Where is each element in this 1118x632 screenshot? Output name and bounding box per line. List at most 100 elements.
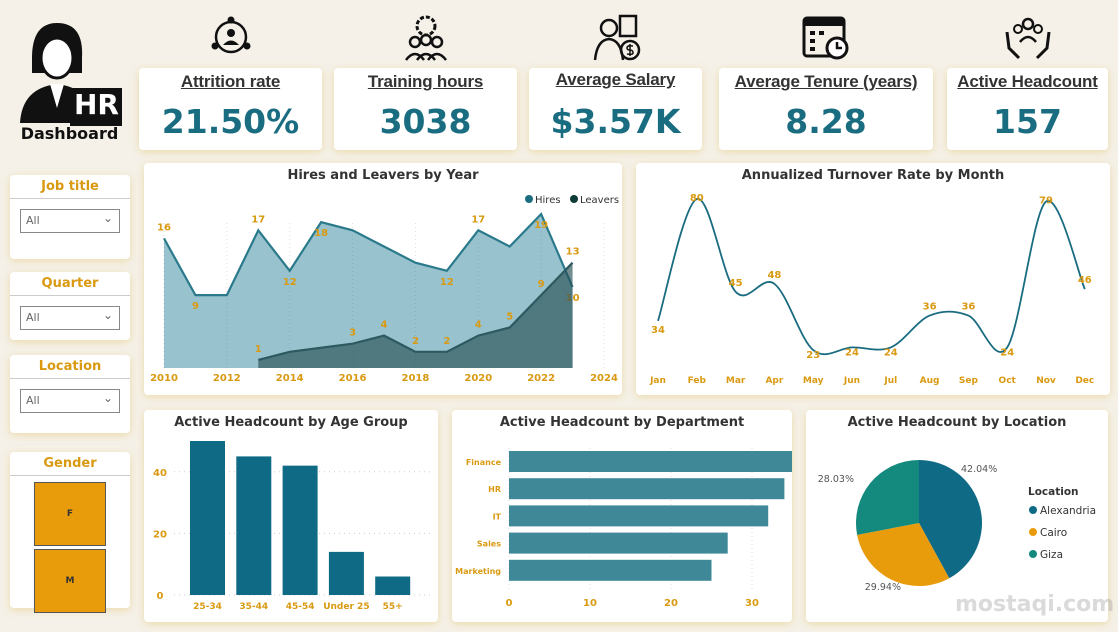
x-tick-label: 2014 — [276, 373, 304, 384]
team-gear-icon — [405, 15, 447, 61]
hands-people-icon — [1005, 17, 1051, 60]
x-tick-label: 2016 — [339, 373, 367, 384]
legend-title: Location — [1028, 486, 1079, 498]
line-hires — [163, 212, 574, 297]
calendar-clock-icon — [802, 16, 849, 60]
y-tick-label: Marketing — [455, 567, 501, 576]
bar — [509, 478, 785, 500]
chevron-down-icon: ⌄ — [102, 211, 113, 225]
data-label: 10 — [566, 293, 580, 304]
chevron-down-icon: ⌄ — [102, 391, 113, 405]
dashboard-title: Dashboard — [20, 124, 119, 143]
data-label: 9 — [192, 301, 199, 312]
chart-title: Active Headcount by Department — [499, 415, 745, 430]
data-label: 48 — [767, 270, 781, 281]
x-tick-label: May — [803, 376, 824, 386]
kpi-value: 3038 — [379, 102, 472, 141]
data-label: 17 — [251, 214, 265, 225]
kpi-average-tenure: Average Tenure (years) 8.28 — [719, 68, 933, 150]
x-tick-label: Nov — [1036, 376, 1056, 386]
bar — [328, 551, 364, 595]
network-person-icon — [211, 16, 251, 54]
slicer-title: Job title — [10, 175, 130, 199]
job-title-dropdown[interactable]: All ⌄ — [20, 209, 120, 233]
watermark: mostaqi.com — [955, 592, 1115, 617]
data-label: 23 — [806, 350, 820, 361]
gender-option-f[interactable]: F — [34, 482, 106, 546]
bar — [509, 505, 769, 527]
y-tick-label: Sales — [477, 540, 501, 549]
pie-slice-cairo — [857, 523, 950, 586]
line-leavers — [258, 261, 574, 361]
turnover-line — [657, 198, 1086, 356]
chevron-down-icon: ⌄ — [102, 308, 113, 322]
gender-slicer: Gender F M — [10, 452, 130, 613]
kpi-training-hours: Training hours 3038 — [334, 68, 517, 150]
data-label: 28.03% — [818, 474, 854, 485]
x-tick-label: Jun — [843, 376, 860, 386]
hr-person-icon — [20, 23, 122, 126]
data-label: 12 — [440, 277, 454, 288]
x-tick-label: 2022 — [527, 373, 555, 384]
x-tick-label: 2024 — [590, 373, 618, 384]
data-label: 5 — [506, 312, 513, 323]
chart-title: Active Headcount by Location — [847, 415, 1067, 430]
salary-person-icon — [593, 14, 641, 61]
location-chart: Active Headcount by Location 42.04% 29.94%… — [806, 410, 1108, 622]
x-tick-label: Under 25 — [323, 602, 369, 612]
pie-slice-giza — [856, 460, 919, 535]
x-tick-label: Aug — [920, 376, 940, 386]
kpi-average-salary: Average Salary $3.57K — [529, 68, 702, 150]
dropdown-value: All — [26, 394, 40, 407]
area-hires — [164, 214, 573, 368]
hr-logo: HR Dashboard — [12, 18, 127, 146]
kpi-value: 8.28 — [785, 102, 867, 141]
legend-marker — [1029, 528, 1037, 536]
location-slicer: Location All ⌄ — [10, 355, 130, 433]
data-label: 45 — [729, 278, 743, 289]
data-label: 4 — [381, 320, 388, 331]
data-label: 2 — [412, 336, 419, 347]
y-tick-label: IT — [493, 512, 502, 521]
department-chart: Active Headcount by Department010203040F… — [452, 410, 792, 622]
legend-marker — [570, 195, 578, 203]
data-label: 24 — [1000, 347, 1014, 358]
age-group-chart: Active Headcount by Age Group 0 20 40 25-34 3… — [144, 410, 438, 622]
bar — [282, 465, 318, 595]
x-tick-label: 2018 — [402, 373, 430, 384]
pie-slice-alexandria — [919, 460, 983, 579]
data-label: 2 — [443, 336, 450, 347]
y-tick-label: 20 — [153, 529, 167, 540]
x-tick-label: 20 — [664, 598, 678, 609]
x-tick-label: 55+ — [383, 602, 403, 612]
chart-title: Hires and Leavers by Year — [287, 168, 479, 183]
location-dropdown[interactable]: All ⌄ — [20, 389, 120, 413]
y-tick-label: 0 — [157, 591, 164, 602]
kpi-label: Attrition rate — [180, 72, 281, 91]
x-tick-label: 45-54 — [286, 602, 315, 612]
slicer-title: Location — [10, 355, 130, 379]
data-label: 34 — [651, 325, 665, 336]
data-label: 3 — [349, 328, 356, 339]
x-tick-label: 2010 — [150, 373, 178, 384]
kpi-value: 21.50% — [161, 102, 300, 141]
dropdown-value: All — [26, 311, 40, 324]
data-label: 12 — [283, 277, 297, 288]
turnover-rate-chart: Annualized Turnover Rate by Month 34 Jan 80… — [636, 163, 1110, 395]
legend-label: Leavers — [580, 195, 619, 206]
legend-marker — [1029, 506, 1037, 514]
quarter-slicer: Quarter All ⌄ — [10, 272, 130, 340]
data-label: 9 — [538, 279, 545, 290]
data-label: 24 — [884, 347, 898, 358]
bar — [509, 451, 792, 472]
x-tick-label: Feb — [688, 376, 707, 386]
data-label: 17 — [471, 214, 485, 225]
legend-label: Alexandria — [1040, 505, 1096, 517]
x-tick-label: 30 — [745, 598, 759, 609]
gender-option-m[interactable]: M — [34, 549, 106, 613]
quarter-dropdown[interactable]: All ⌄ — [20, 306, 120, 330]
x-tick-label: Jul — [883, 376, 897, 386]
x-tick-label: 0 — [506, 598, 513, 609]
data-label: 42.04% — [961, 464, 997, 475]
legend-label: Giza — [1040, 549, 1063, 561]
